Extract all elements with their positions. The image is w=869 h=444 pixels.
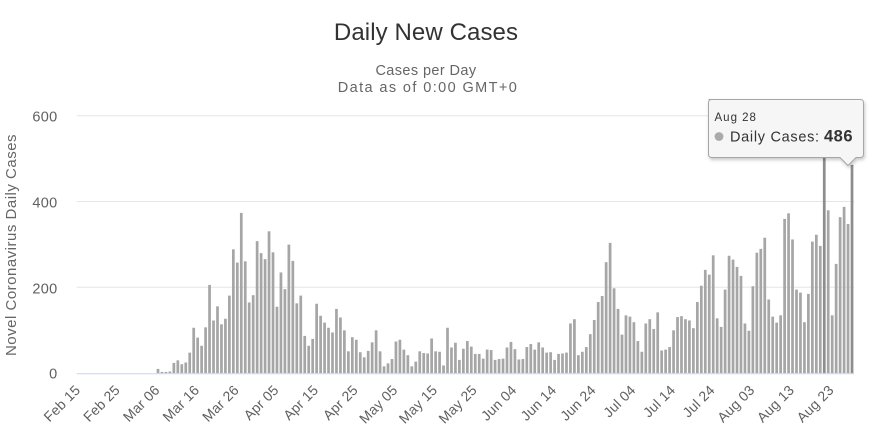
- svg-text:Daily Cases:: Daily Cases:: [730, 130, 820, 146]
- svg-text:486: 486: [824, 128, 853, 146]
- svg-text:200: 200: [32, 281, 57, 297]
- svg-text:600: 600: [32, 110, 57, 126]
- svg-text:Aug 28: Aug 28: [715, 112, 757, 124]
- svg-text:400: 400: [32, 196, 57, 212]
- svg-text:Data as of 0:00 GMT+0: Data as of 0:00 GMT+0: [338, 80, 519, 96]
- svg-text:Cases per Day: Cases per Day: [375, 63, 476, 79]
- svg-text:Daily New Cases: Daily New Cases: [334, 19, 518, 46]
- svg-text:0: 0: [49, 366, 57, 382]
- svg-text:Novel Coronavirus Daily Cases: Novel Coronavirus Daily Cases: [3, 134, 20, 356]
